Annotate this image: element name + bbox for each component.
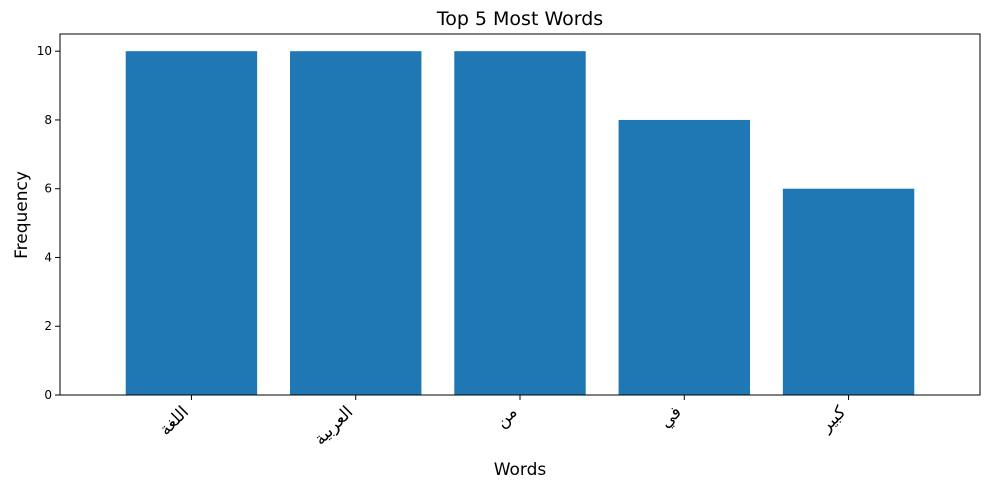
bar-2 (454, 51, 586, 395)
chart-title: Top 5 Most Words (436, 8, 603, 30)
x-tick-label: من (492, 402, 522, 432)
y-tick-label: 10 (37, 44, 52, 58)
x-tick-label: اللغة (156, 402, 193, 439)
x-tick-label: كبير (816, 402, 851, 437)
y-tick-label: 0 (44, 388, 52, 402)
x-axis-ticks: اللغة العربية من في كبير (156, 395, 851, 449)
y-tick-label: 8 (44, 113, 52, 127)
bar-1 (290, 51, 422, 395)
y-tick-label: 4 (44, 250, 52, 264)
y-axis-label: Frequency (12, 171, 32, 259)
x-axis-label: Words (494, 460, 547, 480)
bar-4 (782, 188, 915, 395)
y-tick-label: 6 (44, 182, 52, 196)
plot-frame (59, 33, 981, 396)
x-tick-label: العربية (310, 402, 357, 449)
bars-group (125, 51, 915, 395)
y-tick-label: 2 (44, 319, 52, 333)
bar-0 (125, 51, 258, 395)
y-axis-ticks: 0 2 4 6 8 10 (37, 44, 60, 402)
x-tick-label: في (656, 402, 686, 432)
bar-3 (618, 119, 750, 395)
